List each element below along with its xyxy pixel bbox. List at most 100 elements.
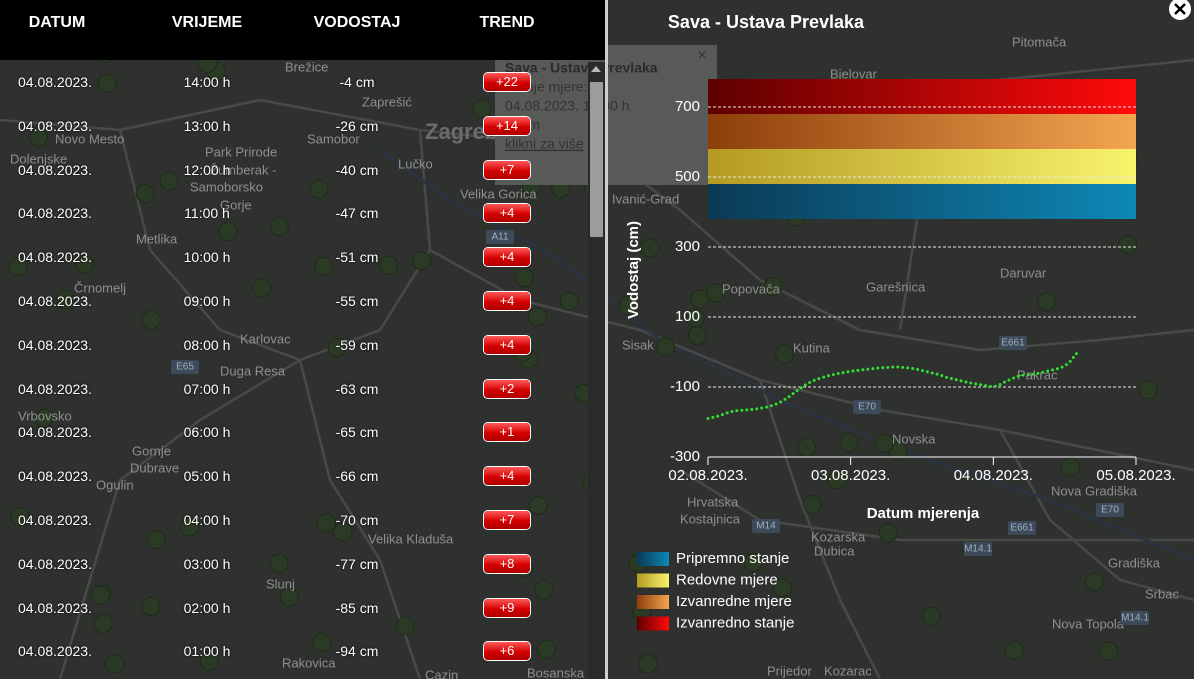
level-cell: -47 cm	[335, 205, 379, 222]
map-marker	[199, 651, 219, 671]
map-label: Sisak	[622, 337, 654, 352]
map-label: Velika Gorica	[460, 186, 537, 201]
map-marker	[141, 310, 161, 330]
trend-badge: +6	[484, 642, 530, 661]
popup-close: ×	[697, 47, 706, 64]
map-marker	[1118, 235, 1138, 255]
map-label: Kutina	[793, 340, 831, 355]
map-marker	[180, 517, 200, 537]
column-header: VRIJEME	[171, 14, 243, 31]
trend-badge: +22	[484, 73, 530, 91]
legend-label: Izvanredno stanje	[676, 614, 794, 631]
level-cell: -4 cm	[339, 74, 375, 90]
x-tick-label: 03.08.2023.	[811, 467, 890, 484]
date-cell: 04.08.2023.	[18, 380, 92, 397]
threshold-band	[708, 79, 1136, 114]
road-label: E65	[176, 362, 194, 373]
legend-swatch	[637, 573, 669, 588]
measurement-panel: DATUM VRIJEME VODOSTAJ TREND 04.08.2023. 14:…	[0, 0, 607, 661]
map-marker	[528, 495, 548, 515]
scroll-up[interactable]	[591, 66, 601, 72]
map-marker	[141, 596, 161, 616]
legend-label: Redovne mjere	[676, 571, 778, 588]
legend-swatch	[637, 616, 669, 631]
y-tick-label: 100	[675, 308, 700, 325]
trend-badge: +4	[484, 204, 530, 223]
time-cell: 11:00 h	[184, 205, 230, 222]
map-marker	[618, 296, 638, 316]
trend-badge: +14	[484, 116, 530, 135]
map-marker	[472, 99, 492, 119]
map-label: Cazin	[425, 667, 458, 679]
level-cell: -66 cm	[335, 468, 379, 485]
level-cell: -51 cm	[335, 249, 379, 266]
road-shield	[1008, 521, 1036, 535]
map-marker	[638, 654, 658, 674]
road-label: M14.1	[964, 544, 992, 555]
map-marker	[874, 433, 894, 453]
scrollbar-thumb[interactable]	[590, 82, 603, 237]
map-marker	[269, 217, 289, 237]
map-marker	[105, 654, 125, 674]
x-tick-label: 04.08.2023.	[954, 467, 1033, 484]
date-cell: 04.08.2023.	[18, 249, 92, 266]
map-marker	[10, 506, 30, 526]
map-label: Popovača	[722, 281, 781, 296]
y-tick-label: -100	[670, 378, 700, 395]
map-marker	[309, 179, 329, 199]
map-label: Daruvar	[1000, 265, 1047, 280]
map-label: Samobor	[307, 131, 360, 146]
map-marker	[763, 277, 783, 297]
road	[998, 429, 1194, 602]
close-icon[interactable]	[1174, 3, 1186, 15]
legend-label: Izvanredne mjere	[676, 593, 792, 610]
map-marker	[827, 470, 847, 490]
road-label: M14.1	[1121, 613, 1149, 624]
date-cell: 04.08.2023.	[18, 643, 92, 660]
map-marker	[218, 222, 238, 242]
river	[379, 148, 1194, 562]
trend-badge: +1	[484, 423, 530, 442]
close-button[interactable]	[1169, 0, 1191, 20]
map-marker	[312, 633, 332, 653]
map-label: Prijedor	[767, 663, 812, 678]
trend-badge: +4	[484, 248, 530, 267]
map-marker	[159, 171, 179, 191]
road	[118, 129, 301, 362]
map-label: Črnomelj	[74, 280, 126, 295]
y-tick-label: 700	[675, 98, 700, 115]
y-tick-label: 500	[675, 168, 700, 185]
map-marker	[536, 639, 556, 659]
map-marker	[56, 290, 76, 310]
chart-title: Sava - Ustava Prevlaka	[668, 12, 865, 32]
level-cell: -59 cm	[335, 336, 379, 353]
map-label: Slunj	[266, 576, 295, 591]
date-cell: 04.08.2023.	[18, 336, 92, 353]
map-label: Ogulin	[96, 477, 134, 492]
time-cell: 03:00 h	[183, 555, 231, 572]
map-marker	[773, 578, 793, 598]
date-cell: 04.08.2023.	[18, 424, 92, 441]
map-marker	[135, 184, 155, 204]
road	[679, 468, 1194, 542]
x-tick-label: 05.08.2023.	[1096, 467, 1175, 484]
time-cell: 12:00 h	[183, 161, 231, 178]
map-label: Vrbovsko	[18, 408, 72, 423]
map-marker	[514, 268, 534, 288]
map-marker	[316, 513, 336, 533]
map-label: Pitomača	[1012, 34, 1067, 49]
trend-badge: +2	[484, 379, 530, 398]
road-shield	[964, 542, 992, 556]
time-cell: 04:00 h	[183, 512, 231, 528]
road-shield	[171, 360, 199, 374]
map-label: Kostajnica	[680, 511, 741, 526]
map-marker	[279, 587, 299, 607]
map-label: Ivanić-Grad	[612, 191, 679, 206]
map-label: Gorje	[220, 197, 252, 212]
level-cell: -63 cm	[335, 380, 379, 397]
legend-swatch	[637, 595, 669, 609]
map-marker	[1084, 572, 1104, 592]
map-marker	[327, 338, 347, 358]
map-label: Lučko	[398, 156, 433, 171]
